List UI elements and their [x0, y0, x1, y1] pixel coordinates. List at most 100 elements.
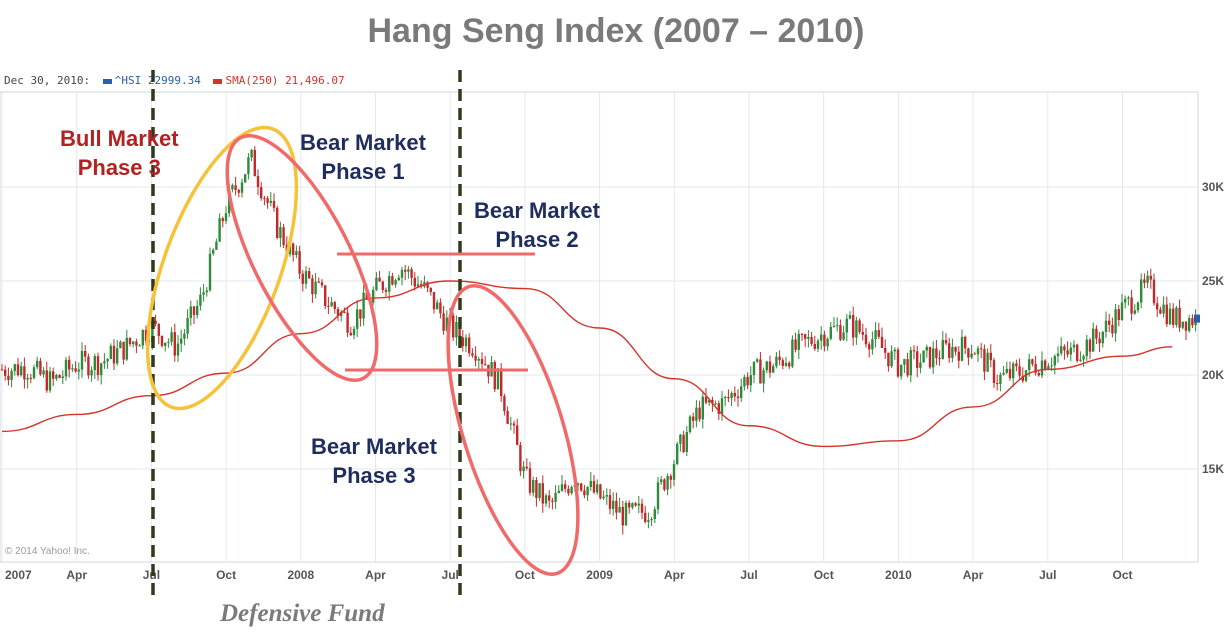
hsi-candle-body [237, 190, 240, 193]
hsi-candle-body [695, 407, 698, 421]
hsi-candle-body [845, 318, 848, 333]
hsi-candle-body [1133, 310, 1136, 314]
hsi-candle-body [7, 375, 10, 380]
hsi-candle-body [1012, 363, 1015, 379]
hsi-candle-body [128, 337, 132, 345]
hsi-candle-body [119, 341, 122, 349]
hsi-candle-body [554, 493, 557, 502]
hsi-candle-body [500, 368, 503, 397]
hsi-candle-body [624, 502, 628, 526]
hsi-candle-body [141, 329, 144, 346]
hsi-candle-body [871, 339, 874, 350]
hsi-candle-body [759, 359, 762, 384]
defensive-fund-caption: Defensive Fund [220, 600, 385, 627]
annotation-bear-phase-1: Bear Market Phase 1 [300, 128, 426, 186]
hsi-candle-body [186, 317, 189, 334]
hsi-candle-body [471, 353, 474, 356]
hsi-candle-body [836, 325, 839, 327]
hsi-candle-body [23, 366, 26, 380]
hsi-candle-body [116, 348, 119, 364]
hsi-candle-body [596, 484, 599, 493]
hsi-candle-body [64, 359, 68, 377]
hsi-candle-body [1140, 279, 1143, 303]
hsi-candle-body [634, 503, 637, 506]
hsi-candle-body [858, 320, 861, 332]
hsi-candle-body [864, 334, 868, 345]
hsi-candle-body [688, 416, 692, 433]
hsi-candle-body [912, 350, 916, 352]
hsi-candle-body [244, 174, 247, 183]
hsi-candle-body [346, 312, 349, 333]
hsi-candle-body [279, 227, 282, 238]
hsi-candle-body [365, 292, 368, 300]
hsi-candle-body [592, 480, 596, 493]
hsi-candle-body [71, 368, 74, 370]
hsi-candle-body [1076, 344, 1079, 361]
hsi-candle-body [733, 392, 736, 397]
chart-title: Hang Seng Index (2007 – 2010) [367, 12, 865, 50]
hsi-candle-body [269, 200, 272, 203]
hsi-candle-body [784, 362, 788, 366]
hsi-candle-body [192, 306, 196, 315]
hsi-candle-body [916, 351, 919, 368]
x-tick-label: Oct [515, 568, 535, 582]
hsi-candle-body [842, 332, 845, 340]
hsi-candle-body [954, 347, 957, 352]
hsi-candle-body [295, 251, 298, 256]
hsi-candle-body [570, 487, 573, 494]
hsi-candle-body [480, 359, 484, 365]
hsi-candle-body [637, 503, 640, 506]
hsi-candle-body [832, 325, 836, 327]
hsi-candle-body [957, 351, 960, 361]
hsi-candle-body [391, 276, 394, 285]
hsi-candle-body [1130, 297, 1133, 314]
annotation-bull-phase-3-line2: Phase 3 [77, 155, 161, 180]
hsi-candle-body [170, 332, 173, 342]
hsi-candle-body [106, 359, 109, 362]
hsi-candle-body [496, 368, 500, 390]
hsi-candle-body [813, 343, 816, 349]
hsi-candle-body [816, 340, 820, 349]
hsi-candle-body [509, 423, 512, 425]
hsi-candle-body [967, 348, 970, 358]
hsi-candle-body [532, 479, 535, 493]
hsi-candle-body [996, 383, 999, 385]
hsi-candle-body [980, 348, 983, 350]
hsi-candle-body [1159, 309, 1162, 314]
hsi-candle-body [810, 336, 813, 344]
hsi-candle-body [55, 375, 58, 379]
hsi-candle-body [1172, 308, 1175, 325]
hsi-candle-body [772, 366, 775, 373]
hsi-candle-body [407, 269, 410, 272]
hsi-candle-body [1143, 279, 1146, 283]
hsi-candle-body [189, 306, 192, 318]
hsi-candle-body [256, 176, 260, 188]
hsi-candle-body [685, 432, 688, 452]
hsi-candle-body [173, 332, 176, 356]
hsi-candle-body [983, 349, 986, 372]
hsi-candle-body [880, 336, 884, 349]
hsi-candle-body [1098, 338, 1101, 344]
hsi-candle-body [292, 243, 295, 256]
hsi-candle-body [932, 348, 935, 368]
hsi-candle-body [0, 369, 4, 371]
hsi-candle-body [1127, 297, 1130, 299]
hsi-candle-body [234, 185, 237, 191]
hsi-candle-body [1181, 321, 1184, 328]
sma-250-line [1, 280, 1173, 448]
hsi-candle-body [429, 287, 432, 292]
hsi-candle-body [580, 483, 583, 491]
hsi-candle-body [820, 334, 823, 341]
hsi-candle-body [608, 495, 612, 509]
hsi-candle-body [125, 337, 128, 360]
legend-hsi-swatch [102, 78, 112, 84]
hsi-candle-body [333, 302, 336, 310]
hsi-candle-body [1149, 275, 1152, 280]
hsi-candle-body [205, 290, 208, 293]
hsi-candle-body [1053, 356, 1056, 366]
hsi-candle-body [541, 483, 544, 504]
hsi-candle-body [388, 276, 391, 292]
hsi-candle-body [506, 411, 509, 424]
hsi-candle-body [519, 444, 522, 472]
hsi-candle-body [112, 345, 116, 364]
